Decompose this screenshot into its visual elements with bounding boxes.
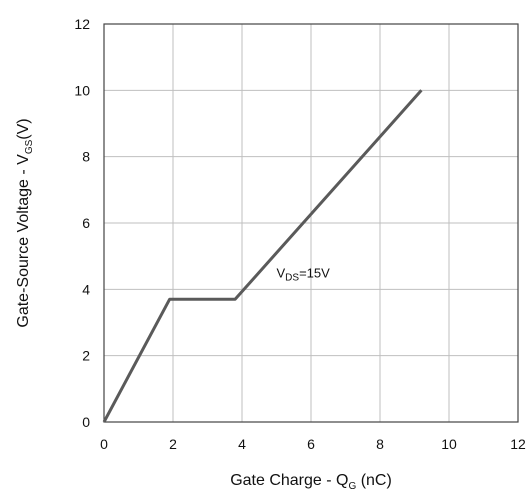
y-tick-label: 8 [82,149,90,165]
y-tick-label: 6 [82,215,90,231]
y-axis-label: Gate-Source Voltage - VGS(V) [15,118,35,327]
series-line [102,89,423,423]
x-tick-label: 2 [169,436,177,452]
grid-lines [103,23,519,423]
vds-annotation: VDS=15V [277,265,331,283]
x-tick-label: 0 [100,436,108,452]
plot-frame [103,23,519,423]
x-tick-label: 8 [376,436,384,452]
y-tick-label: 4 [82,281,90,297]
y-tick-label: 10 [74,82,90,98]
x-axis-label: Gate Charge - QG (nC) [230,472,392,492]
x-tick-label: 4 [238,436,246,452]
x-tick-label: 10 [441,436,457,452]
x-tick-label: 6 [307,436,315,452]
y-tick-label: 12 [74,16,90,32]
y-tick-label: 0 [82,414,90,430]
y-tick-label: 2 [82,348,90,364]
y-tick-labels: 0 2 4 6 8 10 12 [74,16,90,430]
x-tick-labels: 0 2 4 6 8 10 12 [100,436,526,452]
x-tick-label: 12 [510,436,526,452]
